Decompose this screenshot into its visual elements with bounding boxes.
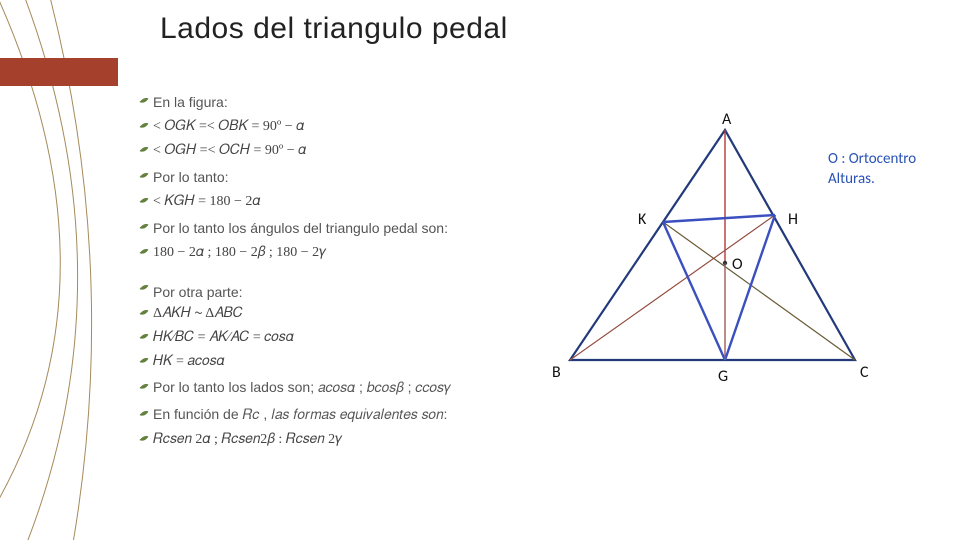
bullet-text: 𝑅𝑐𝑠𝑒𝑛 2𝛼 ; 𝑅𝑐𝑠𝑒𝑛2𝛽 : 𝑅𝑐𝑠𝑒𝑛 2𝛾	[153, 432, 550, 448]
leaf-bullet-icon	[135, 146, 153, 156]
label-g: G	[718, 367, 728, 386]
label-h: H	[788, 210, 798, 229]
bullet-row: 180 − 2𝛼 ; 180 − 2𝛽 ; 180 − 2𝛾	[135, 241, 550, 265]
bullet-text: 𝐻𝐾 = 𝑎𝑐𝑜𝑠𝛼	[153, 354, 550, 370]
bullet-row: 𝐻𝐾 = 𝑎𝑐𝑜𝑠𝛼	[135, 350, 550, 374]
leaf-bullet-icon	[135, 357, 153, 367]
bullet-row: < 𝐾𝐺𝐻 = 180 − 2𝛼	[135, 190, 550, 214]
bullet-text: En función de 𝑅𝑐 , 𝑙𝑎𝑠 𝑓𝑜𝑟𝑚𝑎𝑠 𝑒𝑞𝑢𝑖𝑣𝑎𝑙𝑒𝑛𝑡…	[153, 406, 550, 423]
leaf-bullet-icon	[135, 435, 153, 445]
bullet-text: Por lo tanto los lados son; 𝑎𝑐𝑜𝑠𝛼 ; 𝑏𝑐𝑜𝑠…	[153, 379, 550, 396]
bullet-row: Por otra parte:	[135, 275, 550, 302]
bullet-row: < 𝑂𝐺𝐻 =< 𝑂𝐶𝐻 = 90º − 𝛼	[135, 139, 550, 163]
leaf-bullet-icon	[135, 122, 153, 132]
leaf-bullet-icon	[135, 284, 153, 294]
bullet-row: Por lo tanto los ángulos del triangulo p…	[135, 214, 550, 241]
legend-line1: O : Ortocentro	[828, 150, 916, 168]
bullet-row: 𝐻𝐾∕𝐵𝐶 = 𝐴𝐾∕𝐴𝐶 = 𝑐𝑜𝑠𝛼	[135, 326, 550, 350]
label-o: O	[732, 255, 743, 274]
bullet-row: 𝑅𝑐𝑠𝑒𝑛 2𝛼 ; 𝑅𝑐𝑠𝑒𝑛2𝛽 : 𝑅𝑐𝑠𝑒𝑛 2𝛾	[135, 428, 550, 452]
bullet-row: En función de 𝑅𝑐 , 𝑙𝑎𝑠 𝑓𝑜𝑟𝑚𝑎𝑠 𝑒𝑞𝑢𝑖𝑣𝑎𝑙𝑒𝑛𝑡…	[135, 401, 550, 428]
bullet-text: En la figura:	[153, 94, 550, 110]
label-b: B	[552, 363, 561, 382]
bullet-row: En la figura:	[135, 88, 550, 115]
leaf-bullet-icon	[135, 309, 153, 319]
figure-legend: O : Ortocentro Alturas.	[828, 150, 916, 189]
bullet-row: Por lo tanto los lados son; 𝑎𝑐𝑜𝑠𝛼 ; 𝑏𝑐𝑜𝑠…	[135, 374, 550, 401]
accent-bar	[0, 58, 118, 86]
leaf-bullet-icon	[135, 223, 153, 233]
bullet-list: En la figura: < 𝑂𝐺𝐾 =< 𝑂𝐵𝐾 = 90º − 𝛼 < 𝑂…	[135, 88, 550, 452]
bullet-row: Por lo tanto:	[135, 163, 550, 190]
bullet-text: 180 − 2𝛼 ; 180 − 2𝛽 ; 180 − 2𝛾	[153, 245, 550, 261]
slide-title: Lados del triangulo pedal	[160, 12, 508, 46]
bullet-text: Por lo tanto:	[153, 169, 550, 185]
bullet-text: 𝐻𝐾∕𝐵𝐶 = 𝐴𝐾∕𝐴𝐶 = 𝑐𝑜𝑠𝛼	[153, 330, 550, 346]
bullet-text: Por lo tanto los ángulos del triangulo p…	[153, 220, 550, 236]
leaf-bullet-icon	[135, 197, 153, 207]
leaf-bullet-icon	[135, 410, 153, 420]
bullet-text: Por otra parte:	[153, 284, 550, 300]
label-k: K	[638, 210, 646, 229]
bullet-text: < 𝑂𝐺𝐻 =< 𝑂𝐶𝐻 = 90º − 𝛼	[153, 143, 550, 159]
bullet-text: < 𝑂𝐺𝐾 =< 𝑂𝐵𝐾 = 90º − 𝛼	[153, 119, 550, 135]
leaf-bullet-icon	[135, 333, 153, 343]
bullet-row: Δ𝐴𝐾𝐻 ∼ Δ𝐴𝐵𝐶	[135, 302, 550, 326]
legend-line2: Alturas.	[828, 170, 875, 188]
label-a: A	[722, 110, 731, 129]
leaf-bullet-icon	[135, 97, 153, 107]
bullet-row: < 𝑂𝐺𝐾 =< 𝑂𝐵𝐾 = 90º − 𝛼	[135, 115, 550, 139]
bullet-text: Δ𝐴𝐾𝐻 ∼ Δ𝐴𝐵𝐶	[153, 306, 550, 322]
label-c: C	[860, 363, 869, 382]
leaf-bullet-icon	[135, 248, 153, 258]
leaf-bullet-icon	[135, 172, 153, 182]
leaf-bullet-icon	[135, 383, 153, 393]
bullet-text: < 𝐾𝐺𝐻 = 180 − 2𝛼	[153, 194, 550, 210]
